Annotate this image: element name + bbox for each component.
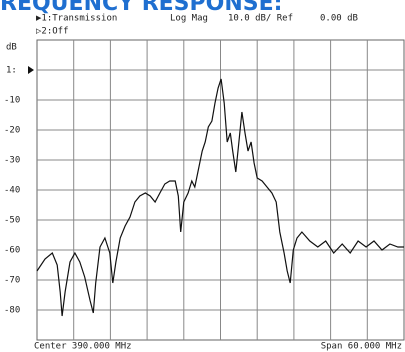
header-format: Log Mag <box>170 14 208 24</box>
y-axis-label: dB <box>6 43 17 53</box>
header-scale: 10.0 dB/ Ref <box>228 14 293 24</box>
y-tick-label: -30 <box>4 156 20 166</box>
y-tick-label: -20 <box>4 126 20 136</box>
center-label: Center 390.000 MHz <box>34 342 132 352</box>
y-tick-label: -10 <box>4 96 20 106</box>
span-label: Span 60.000 MHz <box>321 342 402 352</box>
y-tick-label: -80 <box>4 306 20 316</box>
ref-marker <box>28 66 34 74</box>
header-ref: 0.00 dB <box>320 14 358 24</box>
y-tick-label: -50 <box>4 216 20 226</box>
header-trace2: ▷2:Off <box>36 27 69 37</box>
y-tick-label: -70 <box>4 276 20 286</box>
y-tick-label: -60 <box>4 246 20 256</box>
y-tick-label: -40 <box>4 186 20 196</box>
trace-line <box>36 78 404 317</box>
y-tick-label: 1: <box>6 66 17 76</box>
chart-title: REQUENCY RESPONSE: <box>0 0 282 16</box>
header-trace: ▶1:Transmission <box>36 14 117 24</box>
